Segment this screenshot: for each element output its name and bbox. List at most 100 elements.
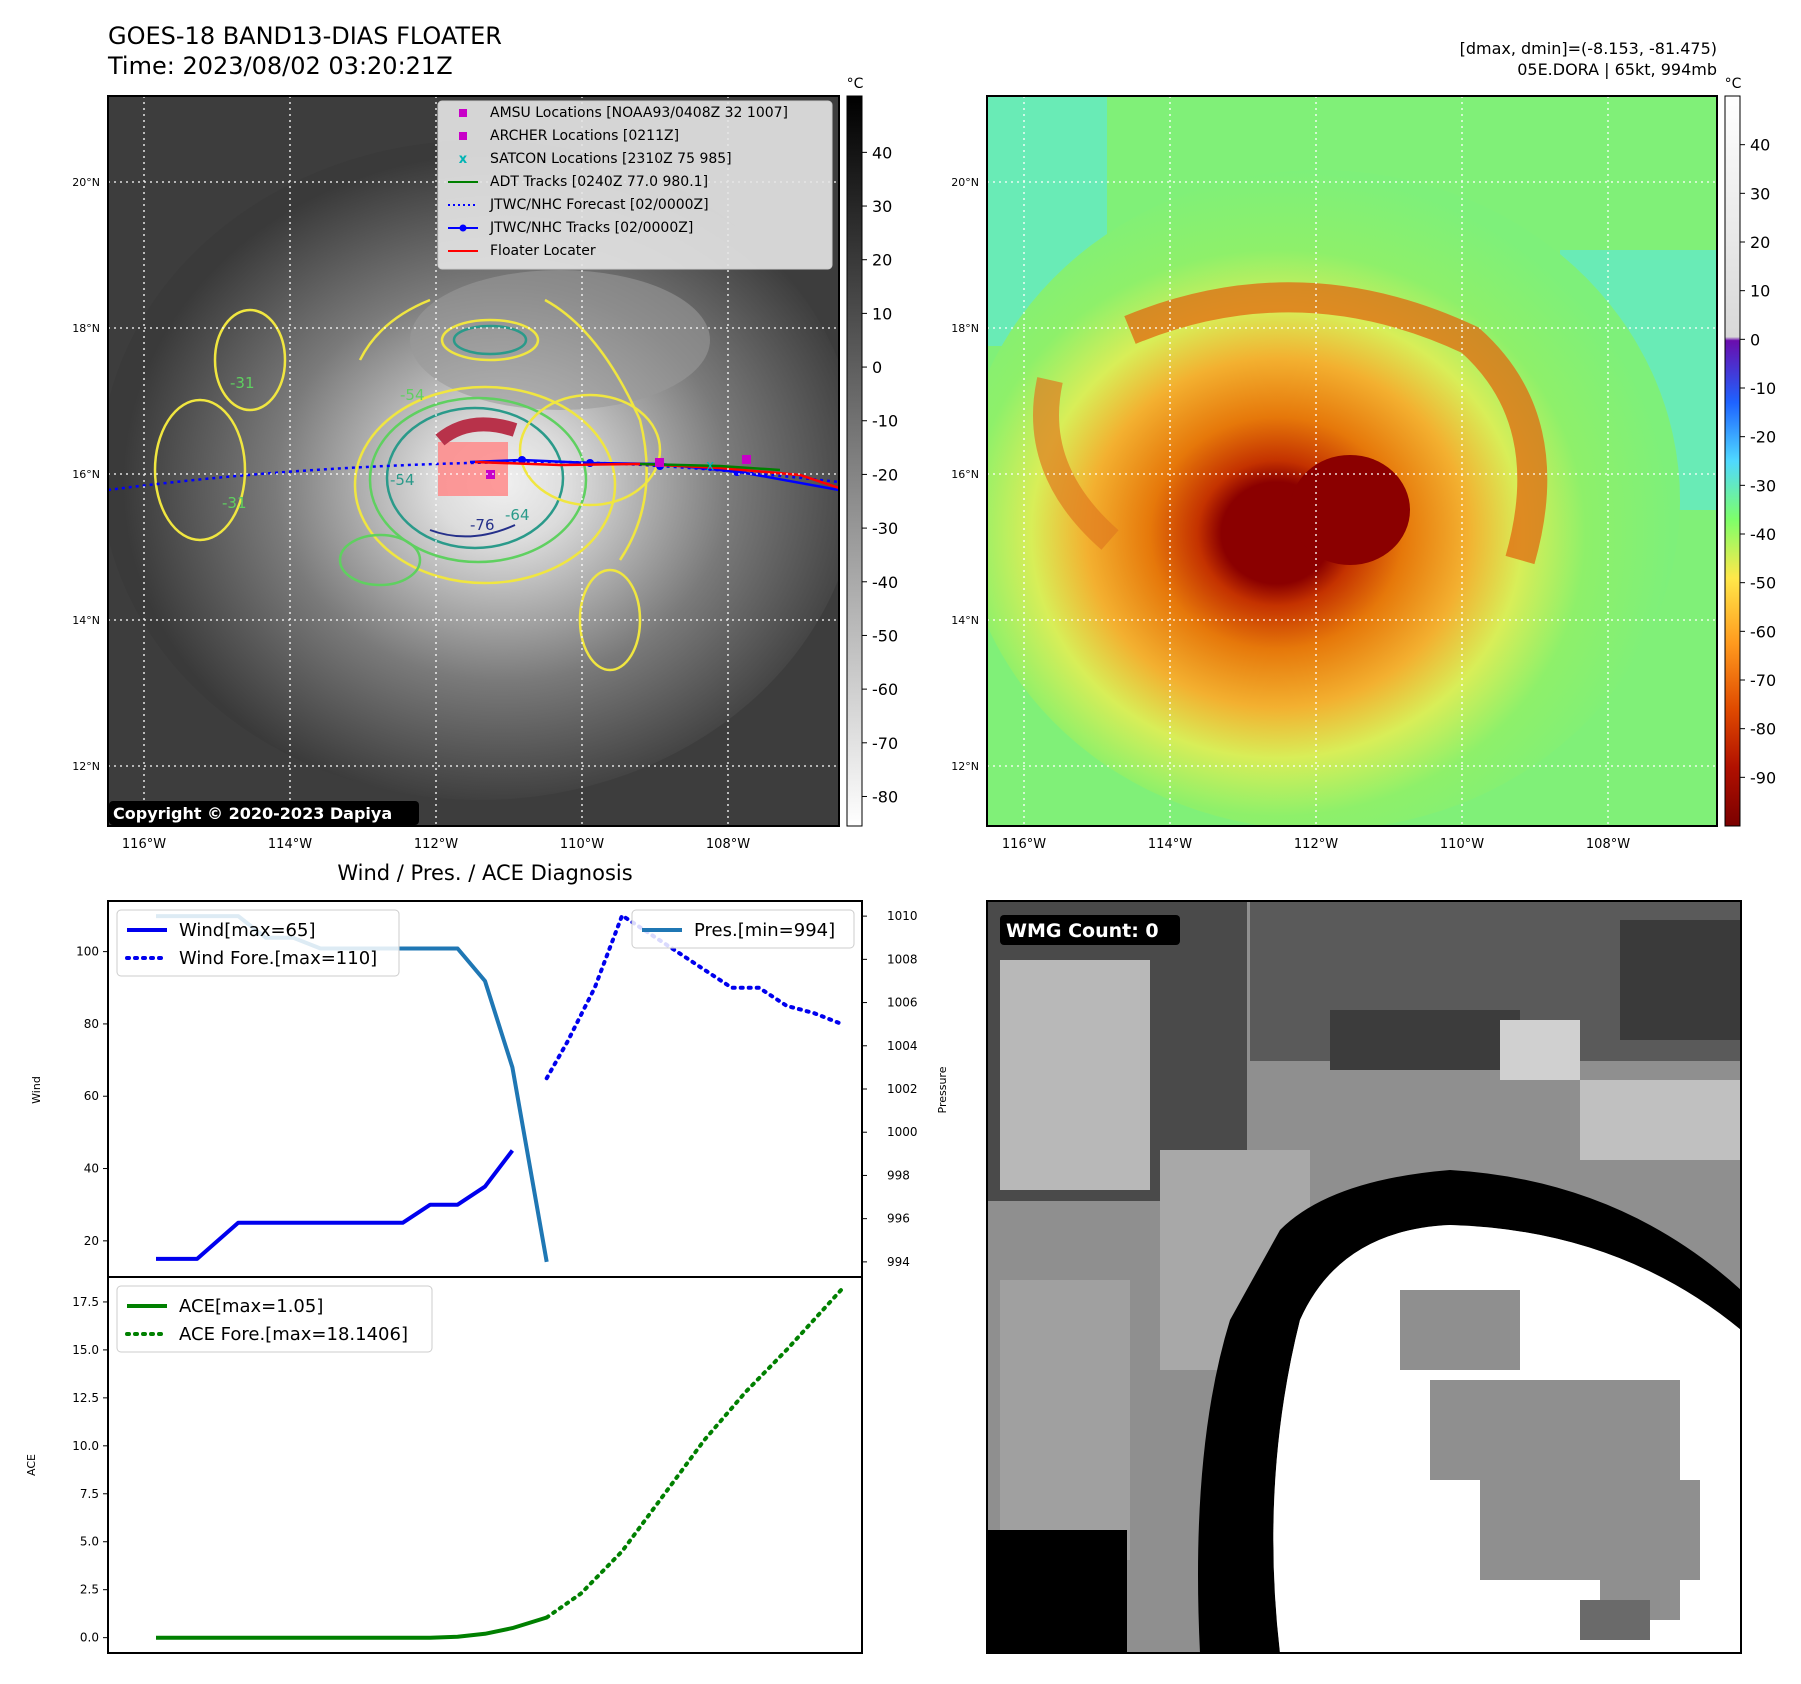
color-colorbar-tick: -10: [1750, 379, 1776, 398]
pressure-axis-label: Pressure: [936, 1066, 949, 1113]
color-colorbar-tick: -60: [1750, 622, 1776, 641]
series-line-0-1: [544, 913, 844, 1081]
color-eye-core: [1290, 455, 1410, 565]
chart-legend-label: ACE Fore.[max=18.1406]: [179, 1324, 408, 1345]
ir-colorbar-tick: -10: [872, 412, 898, 431]
ir-colorbar-ramp: [846, 95, 863, 827]
contour-label: -54: [400, 386, 425, 404]
legend-label: AMSU Locations [NOAA93/0408Z 32 1007]: [490, 105, 788, 121]
contour-label: -64: [505, 506, 530, 524]
color-gridlines: [987, 96, 1717, 826]
ir-inner-contour: [429, 524, 516, 538]
diagnosis-title: Wind / Pres. / ACE Diagnosis: [337, 861, 632, 885]
y2-tick-label: 1010: [887, 909, 918, 923]
color-colorbar-tick: 30: [1750, 184, 1770, 203]
chart-legend-box: [631, 909, 855, 949]
ir-colorbar: °C 40 30 20 10 0 -10 -20 -30 -40 -50 -60 -70 -80: [846, 76, 898, 827]
ir-contours: [153, 298, 662, 672]
series-line-1-0: [156, 1615, 548, 1640]
color-colorbar-tick: 40: [1750, 136, 1770, 155]
color-lon-tick: 108°W: [1586, 837, 1630, 852]
y-tick-label: 60: [84, 1089, 99, 1103]
wmg-panel: WMG Count: 0: [986, 900, 1742, 1654]
wmg-eye-texture: [1400, 1290, 1700, 1640]
color-colorbar-tick: -70: [1750, 671, 1776, 690]
ir-lat-tick: 18°N: [72, 322, 100, 335]
chart-legend-box: [116, 1285, 433, 1353]
storm-stats-line1: [dmax, dmin]=(-8.153, -81.475): [1460, 39, 1717, 58]
legend-label: JTWC/NHC Tracks [02/0000Z]: [489, 220, 693, 236]
ir-colorbar-tick: -20: [872, 465, 898, 484]
color-colorbar-tick: 0: [1750, 330, 1760, 349]
ir-colorbar-tick: -30: [872, 519, 898, 538]
color-colorbar-tick: 20: [1750, 233, 1770, 252]
adt-track: [639, 462, 781, 472]
ir-lat-tick: 16°N: [72, 468, 100, 481]
ir-lon-tick: 116°W: [122, 837, 166, 852]
y-tick-label: 2.5: [80, 1583, 99, 1597]
ir-core-arc: [435, 417, 518, 446]
figure-title: GOES-18 BAND13-DIAS FLOATER: [108, 22, 502, 50]
ir-colorbar-tick: -60: [872, 680, 898, 699]
chart-legend-label: ACE[max=1.05]: [179, 1296, 323, 1317]
ir-lat-tick: 20°N: [72, 176, 100, 189]
color-colorbar-tick: -20: [1750, 428, 1776, 447]
ir-colorbar-tick: -50: [872, 626, 898, 645]
ir-satellite-panel: -54 -31 -31 -76 -64 -54 x 116°W 114°W 11…: [72, 95, 840, 852]
copyright-badge: [109, 801, 419, 825]
contour-label: -31: [230, 374, 255, 392]
color-colorbar-tick: -90: [1750, 768, 1776, 787]
y-tick-label: 100: [76, 945, 99, 959]
color-lon-tick: 116°W: [1002, 837, 1046, 852]
ir-colorbar-tick: 30: [872, 197, 892, 216]
legend-marker: [459, 109, 467, 117]
legend-label: Floater Locater: [490, 243, 596, 259]
contour-label: -54: [390, 471, 415, 489]
color-lat-tick: 16°N: [951, 468, 979, 481]
color-lon-tick: 110°W: [1440, 837, 1484, 852]
figure-time: Time: 2023/08/02 03:20:21Z: [107, 52, 453, 80]
legend-marker: x: [459, 152, 468, 167]
storm-stats-line2: 05E.DORA | 65kt, 994mb: [1517, 60, 1717, 79]
y-tick-label: 20: [84, 1234, 99, 1248]
ir-colorbar-tick: -70: [872, 734, 898, 753]
ir-colorbar-tick: 10: [872, 304, 892, 323]
color-colorbar-tick: -80: [1750, 720, 1776, 739]
ir-northern-band: [410, 270, 710, 410]
y-tick-label: 7.5: [80, 1487, 99, 1501]
color-spiral-band: [1124, 282, 1548, 565]
chart-legend-label: Wind[max=65]: [179, 920, 316, 941]
color-colorbar: °C 40 30 20 10 0 -10 -20 -30 -40 -50 -60 -70 -80 -90: [1724, 76, 1776, 827]
ir-colorbar-tick: -80: [872, 787, 898, 806]
ir-lon-tick: 108°W: [706, 837, 750, 852]
color-lat-tick: 14°N: [951, 614, 979, 627]
series-line-0-0: [156, 1149, 514, 1261]
ir-legend-box: [437, 100, 833, 270]
y-tick-label: 17.5: [72, 1295, 99, 1309]
ir-colorbar-unit: °C: [847, 76, 864, 92]
color-colorbar-ramp: [1724, 95, 1741, 827]
chart-legend-label: Wind Fore.[max=110]: [179, 948, 377, 969]
color-lat-tick: 20°N: [951, 176, 979, 189]
ir-lon-tick: 114°W: [268, 837, 312, 852]
wind-pressure-chart: 20 40 60 80 100 994 996 998 1000 1002 1004 1006 1008…: [30, 900, 949, 1278]
ir-lat-tick: 14°N: [72, 614, 100, 627]
legend-label: ADT Tracks [0240Z 77.0 980.1]: [490, 174, 708, 190]
ir-frame: [107, 95, 840, 827]
ace-axis-label: ACE: [25, 1454, 38, 1476]
wmg-black-ring: [1198, 1170, 1741, 1653]
color-lat-tick: 12°N: [951, 760, 979, 773]
legend-label: SATCON Locations [2310Z 75 985]: [490, 151, 732, 167]
y2-tick-label: 994: [887, 1255, 910, 1269]
color-lon-labels: 116°W 114°W 112°W 110°W 108°W: [1002, 837, 1630, 852]
y-tick-label: 12.5: [72, 1391, 99, 1405]
ir-core-shading: [438, 442, 508, 496]
wind-axis-label: Wind: [30, 1076, 43, 1104]
contour-label: -31: [222, 494, 247, 512]
y2-tick-label: 1008: [887, 952, 918, 966]
wmg-count-text: WMG Count: 0: [1006, 920, 1159, 942]
wmg-frame: [986, 900, 1742, 1654]
color-colorbar-tick: -30: [1750, 476, 1776, 495]
y2-tick-label: 998: [887, 1168, 910, 1182]
